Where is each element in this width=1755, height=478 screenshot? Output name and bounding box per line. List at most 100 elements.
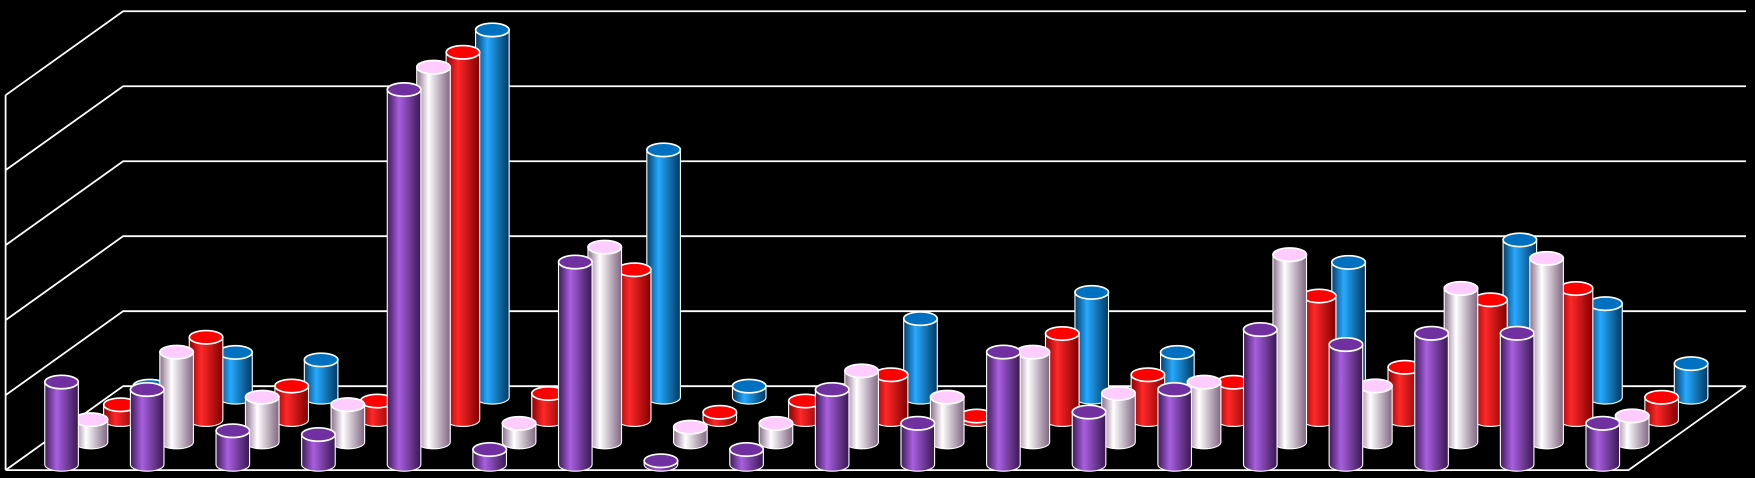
bar: [1499, 325, 1535, 472]
bar-top: [731, 378, 767, 394]
bar-body: [1242, 328, 1278, 472]
bar: [1585, 415, 1621, 472]
bar-top: [386, 82, 422, 98]
bar-body: [929, 396, 965, 450]
bar-body: [1414, 332, 1449, 472]
bar: [330, 397, 366, 450]
bar-top: [1242, 321, 1278, 338]
bar-body: [557, 261, 593, 472]
bar-top: [814, 381, 850, 398]
bar-top: [1100, 385, 1137, 401]
bar-top: [1585, 415, 1621, 431]
bar-top: [843, 363, 880, 379]
bar-top: [587, 239, 623, 255]
bar: [217, 344, 254, 405]
grid-line: [5, 85, 1747, 171]
bar-top: [702, 404, 738, 420]
bar: [814, 381, 850, 472]
bar-top: [1587, 296, 1624, 312]
bar: [445, 44, 481, 428]
bar: [1157, 381, 1193, 472]
bar-body: [1074, 291, 1110, 405]
bar: [1100, 385, 1137, 450]
floor: [5, 385, 1747, 472]
bar-body: [129, 388, 165, 472]
bar-top: [1044, 325, 1080, 342]
bar: [728, 441, 765, 472]
bar-body: [903, 318, 938, 405]
bar: [1587, 296, 1624, 405]
bar-top: [1186, 374, 1222, 390]
bar-top: [188, 329, 224, 345]
bar-top: [1330, 254, 1367, 270]
bar-top: [158, 344, 195, 360]
bar-top: [902, 311, 939, 327]
bar: [557, 254, 593, 472]
bar-top: [985, 344, 1022, 360]
bar-body: [1186, 381, 1222, 450]
bar: [73, 412, 109, 450]
bar-body: [1529, 257, 1564, 450]
bar-top: [1015, 344, 1051, 360]
bar-top: [1528, 250, 1565, 266]
bar-body: [1015, 351, 1051, 450]
bar-top: [728, 441, 765, 458]
bar-top: [643, 453, 679, 469]
bar: [1272, 247, 1308, 450]
bar: [188, 329, 224, 428]
bar-top: [873, 367, 909, 383]
bar-body: [1071, 411, 1107, 472]
bar-body: [1558, 287, 1594, 428]
bar: [985, 344, 1022, 472]
bar-top: [1413, 325, 1450, 341]
bar: [129, 381, 165, 472]
bar: [1443, 280, 1479, 450]
bar: [900, 415, 936, 472]
bar: [1328, 336, 1364, 472]
bar-top: [900, 415, 936, 431]
bar-body: [445, 51, 481, 428]
bar: [902, 311, 939, 405]
bar: [702, 404, 738, 428]
bar: [1673, 356, 1709, 405]
bar: [472, 441, 508, 472]
bar-top: [557, 254, 593, 270]
bar-top: [1130, 367, 1166, 383]
bar-top: [330, 397, 366, 413]
bar-body: [475, 29, 510, 405]
bar-body: [1499, 332, 1535, 472]
bar-top: [1357, 378, 1393, 394]
bar: [929, 389, 965, 450]
bar-top: [1614, 408, 1650, 424]
bar: [1357, 378, 1393, 450]
bar-body: [215, 430, 251, 472]
bar-top: [1644, 389, 1680, 405]
bar: [300, 426, 337, 472]
bar-top: [1472, 292, 1509, 308]
bar: [415, 59, 452, 450]
bar-top: [1502, 232, 1538, 248]
bar: [645, 142, 682, 405]
bar-body: [1588, 303, 1623, 405]
bar-body: [301, 433, 336, 472]
bar-body: [1585, 422, 1621, 472]
bar: [1242, 321, 1278, 472]
bar-body: [873, 374, 909, 428]
bar-body: [44, 381, 79, 472]
bar: [1644, 389, 1680, 428]
bar: [1015, 344, 1051, 450]
bar-body: [188, 336, 224, 428]
bar-top: [415, 59, 452, 75]
bar: [1071, 404, 1107, 472]
bar-top: [1499, 325, 1535, 341]
bar-body: [1101, 392, 1136, 450]
bar-body: [1272, 254, 1308, 450]
grid-line: [5, 310, 1747, 396]
bar: [616, 262, 652, 428]
bar-top: [1074, 284, 1110, 300]
bar: [1186, 374, 1222, 450]
bar: [501, 415, 537, 450]
bar-top: [1443, 280, 1479, 296]
bar: [672, 419, 708, 450]
bar: [43, 374, 80, 472]
